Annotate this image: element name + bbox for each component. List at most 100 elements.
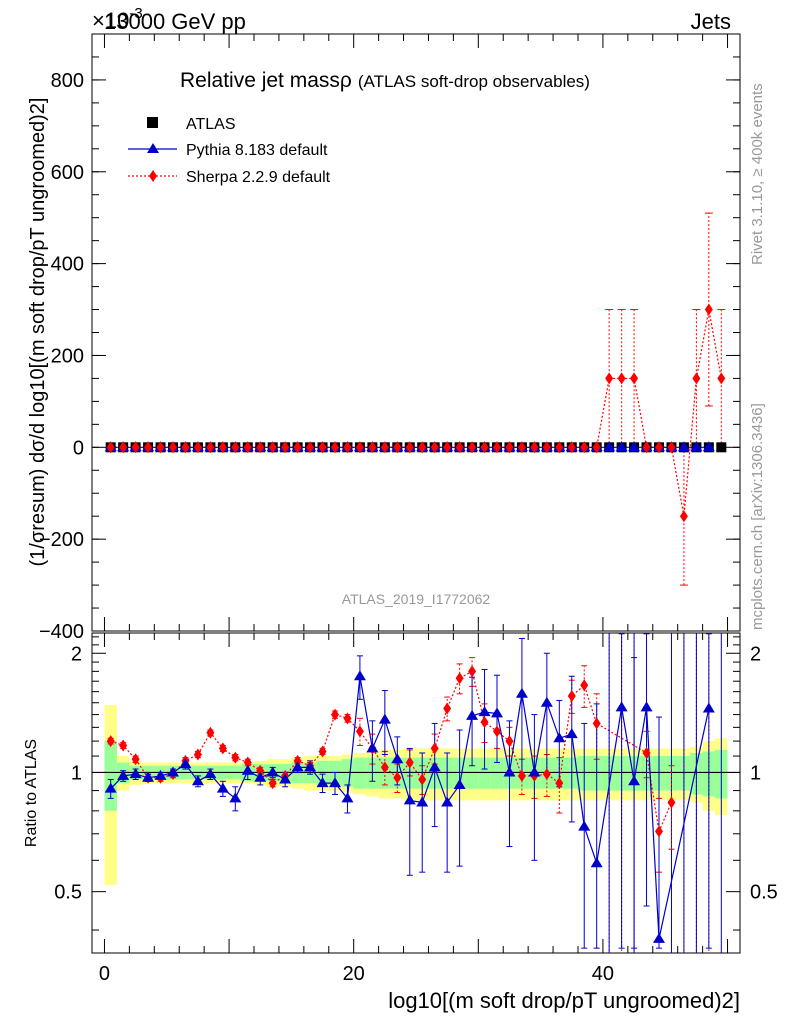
pythia-ratio-point [129,768,142,779]
top-y-axis-label: (1/σresum) dσ/d log10[(m soft drop/pT un… [27,98,49,567]
pythia-ratio-point [565,728,578,739]
sherpa-point [667,441,676,454]
sherpa-ratio-point [331,708,339,721]
pythia-ratio-point [466,709,479,720]
ratio-y-axis-label: Ratio to ATLAS [23,739,40,847]
sherpa-ratio-point [206,726,215,739]
sherpa-ratio-point [667,796,676,809]
pythia-ratio-point [216,782,229,793]
sherpa-point [617,372,626,385]
sherpa-point [119,441,128,454]
sherpa-point [555,441,564,454]
sherpa-point [679,510,688,523]
sherpa-ratio-point [268,777,277,790]
pythia-ratio-point [528,766,541,777]
sherpa-top-line [110,309,722,517]
pythia-ratio-point [403,794,416,805]
top-y-tick-label: 0 [73,437,84,459]
sherpa-point [517,441,526,454]
sherpa-point [493,441,501,454]
sherpa-ratio-point [256,764,265,777]
pythia-ratio-point [491,707,503,718]
pythia-ratio-point [590,857,603,868]
sherpa-ratio-point [505,735,514,748]
top-y-tick-label: −400 [39,621,84,643]
analysis-watermark: ATLAS_2019_I1772062 [342,591,491,607]
pythia-ratio-point [478,706,491,717]
pythia-point [702,441,715,452]
sherpa-point [430,441,439,454]
x-tick-label: 40 [592,963,614,985]
sherpa-point [630,372,639,385]
sherpa-ratio-point [443,702,452,715]
sherpa-point [567,441,576,454]
exponent-label: ×10-3 [92,5,143,33]
sherpa-ratio-point [218,742,227,755]
sherpa-point [605,372,614,385]
pythia-point [690,441,703,452]
legend-marker-pythia [147,143,159,153]
sherpa-point [443,441,452,454]
sherpa-point [268,441,277,454]
sherpa-point [393,441,402,454]
sherpa-ratio-point [193,748,202,761]
pythia-ratio-point [378,713,391,724]
sherpa-ratio-point [580,679,589,692]
sherpa-point [455,441,464,454]
sherpa-point [692,372,701,385]
sherpa-point [206,441,215,454]
sherpa-point [193,441,202,454]
pythia-ratio-point [291,761,304,772]
pythia-ratio-point [304,761,317,772]
sherpa-ratio-point [131,753,140,766]
pythia-ratio-point [353,670,366,681]
ratio-y-tick-label-right: 1 [750,762,761,784]
pythia-ratio-point [540,696,553,707]
top-y-tick-label: 400 [51,254,84,276]
uncertainty-band-inner [104,741,117,811]
sherpa-ratio-point [555,777,564,790]
sherpa-ratio-point [231,751,240,764]
uncertainty-band-inner [353,757,367,789]
pythia-ratio-point [702,702,715,713]
sherpa-ratio-point [106,735,115,748]
sherpa-point [418,441,427,454]
sherpa-point [468,441,477,454]
pythia-ratio-point [254,771,267,782]
sherpa-point [318,441,327,454]
sherpa-ratio-point [655,825,663,838]
sherpa-point [355,441,364,454]
sherpa-point [231,441,240,454]
mcplots-label: mcplots.cern.ch [arXiv:1306.3436] [749,403,766,630]
pythia-ratio-point [241,764,254,775]
pythia-ratio-point [104,782,117,793]
pythia-point [603,441,616,452]
pythia-ratio-point [391,753,404,764]
pythia-ratio-point [316,777,329,788]
legend-label-pythia: Pythia 8.183 default [186,142,328,159]
pythia-ratio-point [553,732,566,743]
pythia-ratio-point [229,792,242,803]
sherpa-point [717,372,726,385]
ratio-y-tick-label: 2 [71,643,82,665]
pythia-ratio-point [615,701,628,712]
pythia-ratio-point [428,761,441,772]
sherpa-point [505,441,514,454]
sherpa-point [218,441,227,454]
sherpa-point [642,441,651,454]
pythia-ratio-point [204,768,217,779]
pythia-ratio-point [515,687,528,698]
ratio-y-tick-label: 0.5 [54,882,82,904]
pythia-point [615,441,628,452]
sherpa-ratio-point [393,771,402,784]
sherpa-point [592,441,601,454]
sherpa-point [169,441,177,454]
sherpa-ratio-point [468,665,477,678]
sherpa-ratio-point [405,756,414,769]
sherpa-point [306,441,315,454]
main-plot-panel: −400 −200 0 200 400 600 800 Relative jet massρ… [39,33,741,643]
pythia-point [677,441,690,452]
pythia-ratio-point [640,701,653,712]
sherpa-ratio-point [343,712,352,725]
